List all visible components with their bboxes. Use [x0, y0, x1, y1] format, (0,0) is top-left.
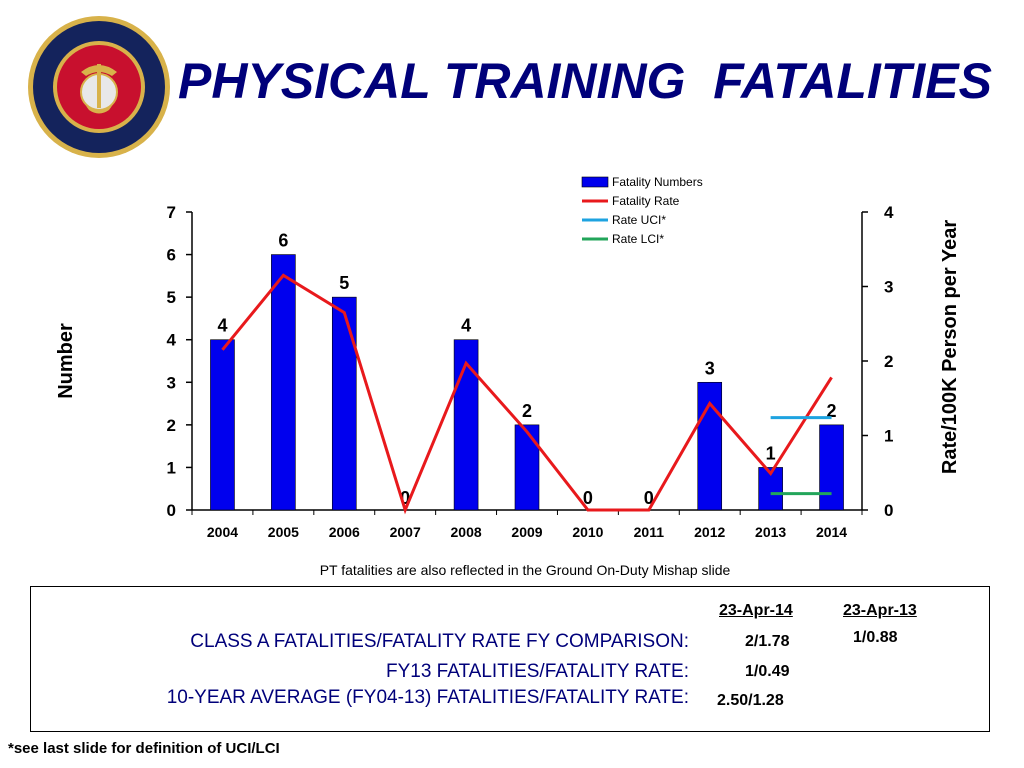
legend-swatch-bar — [581, 176, 609, 188]
col-header-apr13: 23-Apr-13 — [843, 602, 917, 619]
x-tick-label: 2009 — [511, 524, 542, 540]
y-axis-label-right: Rate/100K Person per Year — [939, 220, 961, 474]
legend-entry: Fatality Rate — [612, 194, 680, 208]
bar-data-label: 0 — [644, 488, 654, 508]
legend-entry: Fatality Numbers — [612, 175, 703, 189]
y-tick-label-left: 3 — [167, 373, 176, 392]
bar — [697, 381, 723, 511]
col-header-apr14: 23-Apr-14 — [719, 602, 793, 619]
x-tick-label: 2010 — [572, 524, 603, 540]
usmc-seal-logo — [28, 16, 170, 158]
y-axis-label-left: Number — [55, 323, 77, 399]
bar-data-label: 2 — [522, 401, 532, 421]
bar — [331, 296, 357, 511]
row-label-fy-comparison: CLASS A FATALITIES/FATALITY RATE FY COMP… — [190, 631, 689, 652]
y-tick-label-right: 2 — [884, 352, 893, 371]
bar-data-label: 6 — [278, 231, 288, 251]
bar-data-label: 1 — [766, 443, 776, 463]
y-tick-label-right: 4 — [884, 203, 894, 222]
y-tick-label-left: 7 — [167, 203, 176, 222]
bar-data-label: 2 — [827, 401, 837, 421]
bar-data-label: 5 — [339, 273, 349, 293]
x-tick-label: 2013 — [755, 524, 786, 540]
y-tick-label-left: 0 — [167, 501, 176, 520]
y-tick-label-left: 6 — [167, 246, 176, 265]
row-label-10yr-average: 10-YEAR AVERAGE (FY04-13) FATALITIES/FAT… — [166, 687, 689, 708]
legend-entry: Rate LCI* — [612, 232, 664, 246]
value-fy13: 1/0.49 — [745, 663, 790, 680]
value-fy-comparison-apr14: 2/1.78 — [745, 633, 790, 650]
bar — [210, 339, 235, 511]
comparison-panel: 23-Apr-14 23-Apr-13 CLASS A FATALITIES/F… — [30, 586, 990, 732]
x-tick-label: 2004 — [207, 524, 238, 540]
x-tick-label: 2007 — [390, 524, 421, 540]
x-tick-label: 2014 — [816, 524, 847, 540]
bar-data-label: 0 — [583, 488, 593, 508]
value-10yr-average: 2.50/1.28 — [717, 692, 784, 709]
x-tick-label: 2005 — [268, 524, 299, 540]
bar — [514, 424, 540, 511]
legend-entry: Rate UCI* — [612, 213, 666, 227]
footnote: *see last slide for definition of UCI/LC… — [8, 740, 280, 757]
fatality-rate-line — [221, 273, 833, 515]
x-tick-label: 2008 — [451, 524, 482, 540]
x-tick-label: 2006 — [329, 524, 360, 540]
y-tick-label-right: 3 — [884, 278, 893, 297]
x-tick-label: 2011 — [634, 524, 665, 540]
bar-data-label: 4 — [461, 316, 471, 336]
y-tick-label-left: 1 — [167, 458, 176, 477]
chart-note: PT fatalities are also reflected in the … — [319, 562, 731, 578]
y-tick-label-left: 5 — [167, 288, 176, 307]
page-title: PHYSICAL TRAINING FATALITIES — [178, 53, 992, 109]
bar — [453, 339, 479, 511]
bar-data-label: 3 — [705, 358, 715, 378]
y-tick-label-left: 2 — [167, 416, 176, 435]
bar — [819, 424, 844, 511]
x-tick-label: 2012 — [694, 524, 725, 540]
bar-data-label: 4 — [217, 316, 227, 336]
row-label-fy13: FY13 FATALITIES/FATALITY RATE: — [385, 661, 689, 682]
bar-data-label: 0 — [400, 488, 410, 508]
bar — [271, 254, 296, 511]
value-fy-comparison-apr13: 1/0.88 — [853, 629, 898, 646]
y-tick-label-right: 1 — [884, 427, 893, 446]
y-tick-label-right: 0 — [884, 501, 893, 520]
y-tick-label-left: 4 — [167, 331, 177, 350]
